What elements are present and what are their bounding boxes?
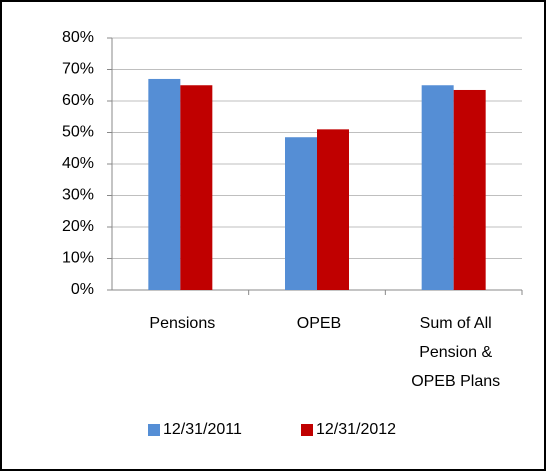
legend-swatch <box>148 424 160 436</box>
bar <box>180 85 213 290</box>
y-tick-label: 30% <box>62 187 94 204</box>
bar <box>421 85 454 290</box>
y-tick-label: 60% <box>62 92 94 109</box>
legend-swatch <box>301 424 313 436</box>
bar <box>317 129 349 290</box>
y-tick-label: 40% <box>62 155 94 172</box>
bar <box>453 89 486 290</box>
legend-label: 12/31/2012 <box>316 421 396 438</box>
x-tick-label: OPEB <box>296 315 342 332</box>
y-tick-label: 0% <box>71 281 94 298</box>
bar <box>148 78 181 290</box>
bar <box>285 137 317 290</box>
y-tick-label: 10% <box>62 250 94 267</box>
y-tick-label: 70% <box>62 61 94 78</box>
y-tick-label: 50% <box>62 124 94 141</box>
x-tick-label: Pensions <box>149 315 216 332</box>
y-tick-label: 20% <box>62 218 94 235</box>
y-tick-label: 80% <box>62 29 94 46</box>
legend-label: 12/31/2011 <box>163 421 242 438</box>
x-tick-label: Sum of All Pension & OPEB Plans <box>411 315 501 390</box>
